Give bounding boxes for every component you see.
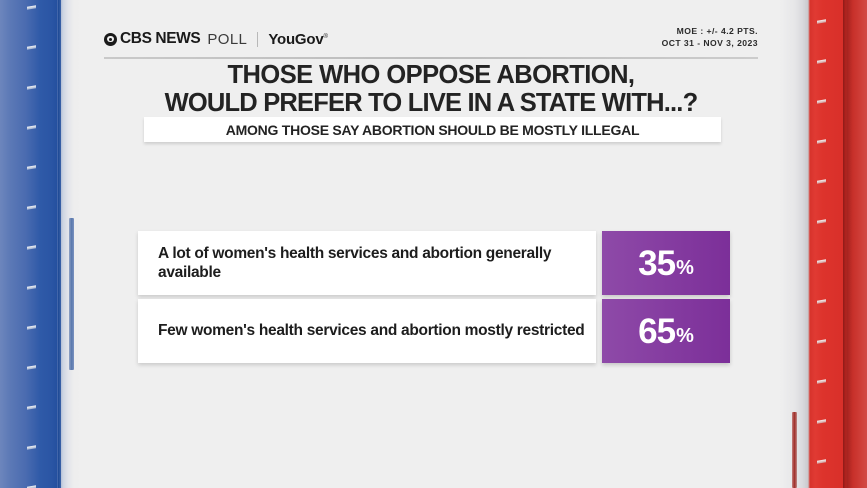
frame-tick-mark (27, 5, 36, 10)
frame-tick-mark (27, 125, 36, 130)
field-dates-text: OCT 31 - NOV 3, 2023 (661, 38, 758, 49)
frame-tick-mark (27, 165, 36, 170)
subtitle-banner: AMONG THOSE SAY ABORTION SHOULD BE MOSTL… (144, 117, 721, 142)
frame-tick-mark (27, 285, 36, 290)
result-row-unit: % (676, 256, 694, 279)
yougov-wordmark: YouGov® (268, 30, 328, 48)
poll-graphic-stage: CBS NEWS POLL YouGov® MOE : +/- 4.2 PTS.… (82, 0, 780, 488)
frame-tick-mark (27, 45, 36, 50)
left-frame-post (58, 0, 61, 488)
frame-tick-mark (27, 205, 36, 210)
frame-tick-mark (817, 19, 826, 24)
header-divider-rule (104, 57, 758, 59)
trademark-mark: ® (323, 33, 328, 40)
yougov-text: YouGov (268, 30, 324, 48)
margin-of-error-text: MOE : +/- 4.2 PTS. (676, 26, 758, 36)
result-row-label: A lot of women's health services and abo… (158, 244, 552, 281)
frame-tick-mark (817, 99, 826, 104)
right-frame-post (843, 0, 846, 488)
frame-tick-mark (817, 459, 826, 464)
left-frame-ticks (27, 0, 39, 488)
left-frame-inner-rail (69, 218, 74, 370)
cbs-eye-icon (104, 32, 117, 46)
frame-tick-mark (817, 419, 826, 424)
result-row: Few women's health services and abortion… (138, 299, 730, 363)
frame-tick-mark (817, 139, 826, 144)
results-list: A lot of women's health services and abo… (138, 231, 730, 367)
frame-tick-mark (817, 219, 826, 224)
right-frame-inner-rail (792, 412, 797, 488)
poll-wordmark: POLL (207, 30, 248, 48)
result-row-value: 35 (638, 243, 676, 283)
result-row-label: Few women's health services and abortion… (158, 322, 585, 340)
frame-tick-mark (27, 325, 36, 330)
frame-tick-mark (27, 445, 36, 450)
frame-tick-mark (817, 379, 826, 384)
result-row-value: 65 (638, 311, 676, 351)
result-row-label-box: Few women's health services and abortion… (138, 299, 596, 363)
frame-tick-mark (27, 245, 36, 250)
poll-metadata: MOE : +/- 4.2 PTS. OCT 31 - NOV 3, 2023 (662, 25, 758, 49)
frame-tick-mark (817, 59, 826, 64)
page-title: THOSE WHO OPPOSE ABORTION, WOULD PREFER … (104, 61, 758, 117)
logo-divider (257, 31, 259, 47)
frame-tick-mark (817, 179, 826, 184)
frame-tick-mark (817, 259, 826, 264)
graphic-header: CBS NEWS POLL YouGov® MOE : +/- 4.2 PTS.… (104, 25, 758, 56)
frame-tick-mark (27, 405, 36, 410)
frame-tick-mark (27, 85, 36, 90)
title-line-1: THOSE WHO OPPOSE ABORTION, (227, 61, 636, 89)
frame-tick-mark (817, 299, 826, 304)
title-line-2: WOULD PREFER TO LIVE IN A STATE WITH...? (164, 88, 699, 117)
cbs-news-poll-yougov-logo: CBS NEWS POLL YouGov® (104, 28, 328, 50)
frame-tick-mark (817, 339, 826, 344)
result-row: A lot of women's health services and abo… (138, 231, 730, 295)
cbs-news-wordmark: CBS NEWS (120, 30, 201, 48)
subtitle-text: AMONG THOSE SAY ABORTION SHOULD BE MOSTL… (225, 121, 640, 138)
frame-tick-mark (27, 365, 36, 370)
result-row-value-bar: 35% (602, 231, 730, 295)
right-frame-ticks (817, 0, 829, 488)
left-decorative-frame (0, 0, 82, 488)
result-row-value-bar: 65% (602, 299, 730, 363)
right-decorative-frame (780, 0, 867, 488)
result-row-label-box: A lot of women's health services and abo… (138, 231, 596, 295)
result-row-unit: % (676, 324, 694, 347)
